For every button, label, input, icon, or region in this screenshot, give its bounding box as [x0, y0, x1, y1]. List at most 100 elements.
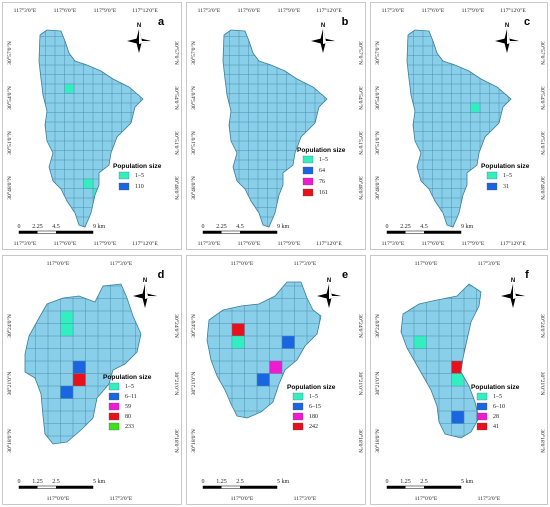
north-arrow-compass-icon	[495, 29, 519, 53]
legend-swatch	[292, 412, 304, 421]
right-latitude-label: 30°24'0"N	[539, 314, 546, 338]
right-latitude-label: 30°57'0"N	[173, 41, 180, 65]
top-longitude-label: 117°6'0"E	[238, 7, 261, 14]
population-cell	[257, 45, 268, 56]
map-svg-f: 117°0'0"E 117°3'0"E 117°0'0"E 117°3'0"E 30°2…	[374, 260, 546, 502]
left-latitude-label: 30°51'0"N	[6, 131, 13, 155]
map-panel-c: 117°3'0"E 117°6'0"E 117°9'0"E 117°12'0"E 117…	[370, 2, 548, 250]
lake-outline	[400, 283, 482, 439]
bottom-longitude-label: 117°12'0"E	[500, 240, 526, 247]
legend-swatch	[108, 422, 120, 431]
north-arrow-compass-icon	[501, 284, 525, 308]
scale-bar: 0 2.25 4.5 9 km	[202, 224, 290, 234]
left-latitude-label: 30°57'0"N	[374, 41, 381, 65]
legend-title: Population size	[113, 163, 162, 170]
north-arrow-compass-icon	[317, 284, 341, 308]
north-label: N	[327, 278, 331, 284]
map-svg-b: 117°3'0"E 117°6'0"E 117°9'0"E 117°12'0"E 117…	[190, 7, 364, 247]
north-arrow-compass-icon	[311, 29, 335, 53]
legend-label: 1–5	[493, 394, 502, 400]
map-svg-a: 117°3'0"E 117°6'0"E 117°9'0"E 117°12'0"E 117…	[6, 7, 180, 247]
scale-label: 2.5	[236, 479, 244, 485]
scale-label: 2.5	[52, 479, 60, 485]
bottom-longitude-label: 117°0'0"E	[231, 495, 254, 502]
scale-label: 2.25	[216, 224, 227, 230]
left-latitude-label: 30°48'0"N	[6, 176, 13, 200]
right-latitude-label: 30°48'0"N	[539, 176, 546, 200]
legend-label: 6–11	[125, 394, 137, 400]
right-latitude-label: 30°51'0"N	[357, 131, 364, 155]
legend-label: 1–5	[503, 173, 512, 179]
bottom-longitude-label: 117°9'0"E	[94, 240, 117, 247]
top-longitude-label: 117°9'0"E	[462, 7, 485, 14]
legend-title: Population size	[287, 384, 336, 391]
top-longitude-label: 117°12'0"E	[500, 7, 526, 14]
legend: Population size 1–5 6–11 59 80 233	[103, 374, 152, 431]
legend-label: 28	[493, 414, 499, 420]
left-latitude-label: 30°48'0"N	[190, 176, 197, 200]
scale-label: 0	[202, 479, 205, 485]
scale-label: 0	[202, 224, 205, 230]
legend: Population size 1–5 31	[481, 163, 530, 191]
left-latitude-label: 30°54'0"N	[190, 86, 197, 110]
legend-swatch	[302, 177, 314, 186]
legend-label: 80	[125, 414, 131, 420]
legend-title: Population size	[471, 384, 520, 391]
top-longitude-label: 117°0'0"E	[231, 260, 254, 267]
scale-label: 9 km	[93, 224, 106, 230]
scale-label: 2.5	[420, 479, 428, 485]
scale-label: 9 km	[461, 224, 474, 230]
right-latitude-label: 30°57'0"N	[539, 41, 546, 65]
north-label: N	[321, 23, 325, 29]
population-cells	[231, 323, 295, 387]
legend-swatch	[476, 422, 488, 431]
scale-label: 1.25	[32, 479, 43, 485]
scale-label: 0	[386, 224, 389, 230]
right-latitude-label: 30°51'0"N	[173, 131, 180, 155]
scale-bar: 0 2.25 4.5 9 km	[386, 224, 474, 234]
left-latitude-label: 30°51'0"N	[374, 131, 381, 155]
population-cells	[257, 30, 278, 56]
bottom-longitude-label: 117°3'0"E	[110, 495, 133, 502]
top-longitude-label: 117°3'0"E	[110, 260, 133, 267]
lake-area	[39, 30, 143, 227]
legend-label: 1–5	[125, 384, 134, 390]
map-svg-d: 117°0'0"E 117°3'0"E 117°0'0"E 117°3'0"E 30°2…	[6, 260, 180, 502]
top-longitude-label: 117°0'0"E	[47, 260, 70, 267]
right-latitude-label: 30°21'0"N	[539, 372, 546, 396]
population-cell	[60, 323, 74, 337]
scale-label: 0	[386, 479, 389, 485]
population-cell	[60, 310, 74, 324]
legend-label: 64	[319, 168, 325, 174]
bottom-longitude-label: 117°3'0"E	[478, 495, 501, 502]
legend-swatch	[302, 155, 314, 164]
population-cell	[413, 335, 427, 349]
scale-label: 0	[18, 224, 21, 230]
population-cell	[72, 373, 86, 387]
bottom-longitude-label: 117°3'0"E	[294, 495, 317, 502]
top-longitude-label: 117°3'0"E	[478, 260, 501, 267]
north-arrow-compass-icon	[127, 29, 151, 53]
population-cell	[470, 102, 481, 113]
bottom-longitude-label: 117°9'0"E	[278, 240, 301, 247]
top-longitude-label: 117°3'0"E	[14, 7, 37, 14]
scale-label: 5 km	[93, 479, 106, 485]
scale-bar: 0 1.25 2.5 5 km	[18, 479, 106, 489]
north-label: N	[505, 23, 509, 29]
scale-label: 5 km	[277, 479, 290, 485]
map-panel-d: 117°0'0"E 117°3'0"E 117°0'0"E 117°3'0"E 30°2…	[2, 255, 182, 505]
legend-title: Population size	[481, 163, 530, 170]
north-label: N	[137, 23, 141, 29]
top-longitude-label: 117°3'0"E	[382, 7, 405, 14]
scale-label: 5 km	[461, 479, 474, 485]
lake-area	[207, 282, 321, 418]
population-cell	[267, 36, 278, 47]
population-cell	[25, 385, 36, 399]
legend-label: 242	[309, 424, 318, 430]
legend-swatch	[476, 412, 488, 421]
population-cell	[72, 360, 86, 374]
population-cell	[231, 335, 245, 349]
right-latitude-label: 30°48'0"N	[173, 176, 180, 200]
map-panel-f: 117°0'0"E 117°3'0"E 117°0'0"E 117°3'0"E 30°2…	[370, 255, 548, 505]
population-cell	[463, 435, 477, 438]
